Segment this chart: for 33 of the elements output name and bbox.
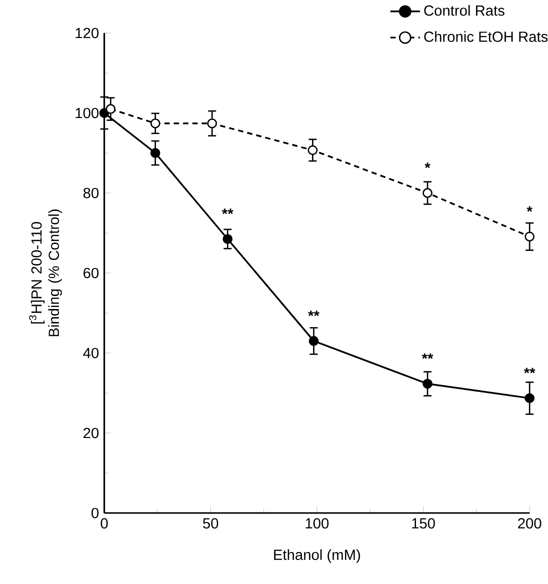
x-axis-title: Ethanol (mM)	[274, 549, 360, 563]
legend-label: Chronic EtOH Rats	[424, 31, 548, 42]
annotation: *	[424, 162, 430, 168]
point	[524, 393, 535, 404]
y-tick-label: 60	[84, 268, 99, 278]
annotation: *	[526, 206, 532, 212]
y-tick-label: 120	[76, 28, 99, 38]
y-tick-label: 40	[83, 348, 99, 358]
x-tick-label: 0	[100, 518, 108, 529]
point	[422, 188, 432, 198]
x-tick-label: 100	[306, 518, 329, 529]
annotation: **	[422, 353, 434, 359]
point	[150, 118, 160, 128]
point	[422, 378, 432, 389]
point	[207, 118, 218, 128]
y-tick-label: 0	[92, 508, 99, 518]
legend-label: Control Rats	[424, 4, 504, 16]
annotation: **	[308, 310, 320, 316]
annotation: **	[222, 208, 234, 214]
point	[106, 104, 116, 114]
annotation: **	[524, 368, 536, 374]
x-tick-label: 200	[518, 518, 542, 529]
x-tick-label: 150	[412, 518, 435, 529]
y-axis-title: [$^{3}$H]PN 200-110 Binding (% Control)	[29, 210, 62, 336]
point	[524, 232, 535, 242]
x-tick-label: 50	[203, 518, 218, 529]
y-tick-label: 20	[84, 428, 99, 438]
point	[308, 336, 319, 346]
point	[150, 148, 160, 158]
point	[222, 234, 233, 244]
point	[308, 145, 318, 156]
y-tick-label: 100	[76, 108, 99, 118]
y-tick-label: 80	[83, 188, 99, 198]
